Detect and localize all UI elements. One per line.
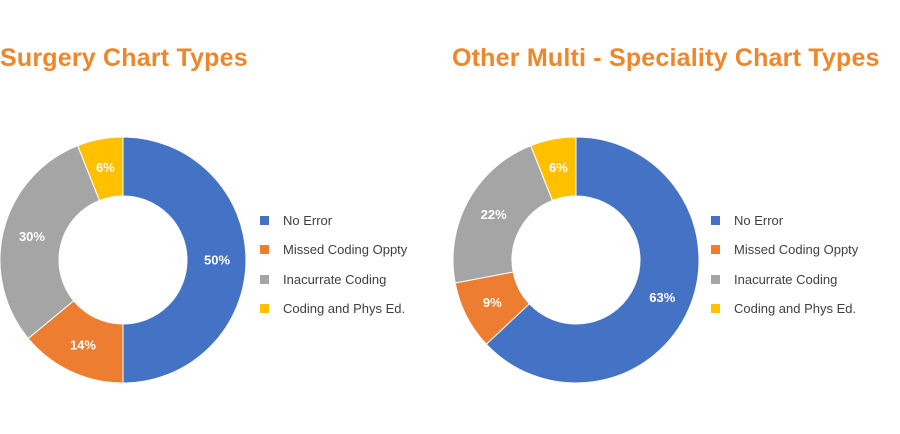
legend-swatch-no-error: [711, 216, 720, 226]
legend-item-inaccurate-coding: Inacurrate Coding: [260, 265, 407, 294]
legend-item-coding-phys-ed: Coding and Phys Ed.: [711, 294, 858, 323]
legend-label: Inacurrate Coding: [734, 271, 838, 287]
chart-title-multi-speciality: Other Multi - Speciality Chart Types: [452, 44, 880, 72]
legend-swatch-inaccurate-coding: [260, 274, 269, 284]
data-label-missed-coding-oppty: 9%: [483, 295, 502, 310]
data-label-no-error: 63%: [649, 290, 675, 305]
legend-swatch-missed-coding-oppty: [711, 245, 720, 255]
data-label-coding-phys-ed: 6%: [549, 160, 568, 175]
legend-item-no-error: No Error: [260, 206, 407, 235]
data-label-missed-coding-oppty: 14%: [70, 338, 96, 353]
legend-item-coding-phys-ed: Coding and Phys Ed.: [260, 294, 407, 323]
legend-label: Inacurrate Coding: [283, 271, 387, 287]
legend-label: No Error: [734, 213, 784, 229]
legend-item-inaccurate-coding: Inacurrate Coding: [711, 265, 858, 294]
legend-item-no-error: No Error: [711, 206, 858, 235]
legend-label: Coding and Phys Ed.: [283, 301, 406, 317]
donut-slice-coding-phys-ed: [530, 136, 577, 202]
chart-title-surgery: Surgery Chart Types: [0, 44, 248, 72]
legend-label: Coding and Phys Ed.: [734, 301, 857, 317]
legend-item-missed-coding-oppty: Missed Coding Oppty: [711, 235, 858, 264]
legend-swatch-coding-phys-ed: [711, 304, 720, 314]
data-label-coding-phys-ed: 6%: [96, 160, 115, 175]
data-label-inaccurate-coding: 30%: [19, 229, 45, 244]
legend-label: No Error: [283, 213, 333, 229]
donut-slice-no-error: [122, 136, 247, 384]
legend-multi-speciality: No Error Missed Coding Oppty Inacurrate …: [711, 206, 858, 323]
legend-label: Missed Coding Oppty: [734, 242, 859, 258]
legend-label: Missed Coding Oppty: [283, 242, 408, 258]
donut-slice-inaccurate-coding: [0, 144, 101, 340]
legend-swatch-no-error: [260, 216, 269, 226]
donut-slice-no-error: [485, 136, 700, 384]
legend-swatch-inaccurate-coding: [711, 274, 720, 284]
data-label-inaccurate-coding: 22%: [481, 207, 507, 222]
donut-slice-inaccurate-coding: [452, 144, 554, 284]
legend-swatch-coding-phys-ed: [260, 304, 269, 314]
legend-swatch-missed-coding-oppty: [260, 245, 269, 255]
data-label-no-error: 50%: [204, 253, 230, 268]
legend-item-missed-coding-oppty: Missed Coding Oppty: [260, 235, 407, 264]
donut-slice-coding-phys-ed: [77, 136, 124, 202]
legend-surgery: No Error Missed Coding Oppty Inacurrate …: [260, 206, 407, 323]
